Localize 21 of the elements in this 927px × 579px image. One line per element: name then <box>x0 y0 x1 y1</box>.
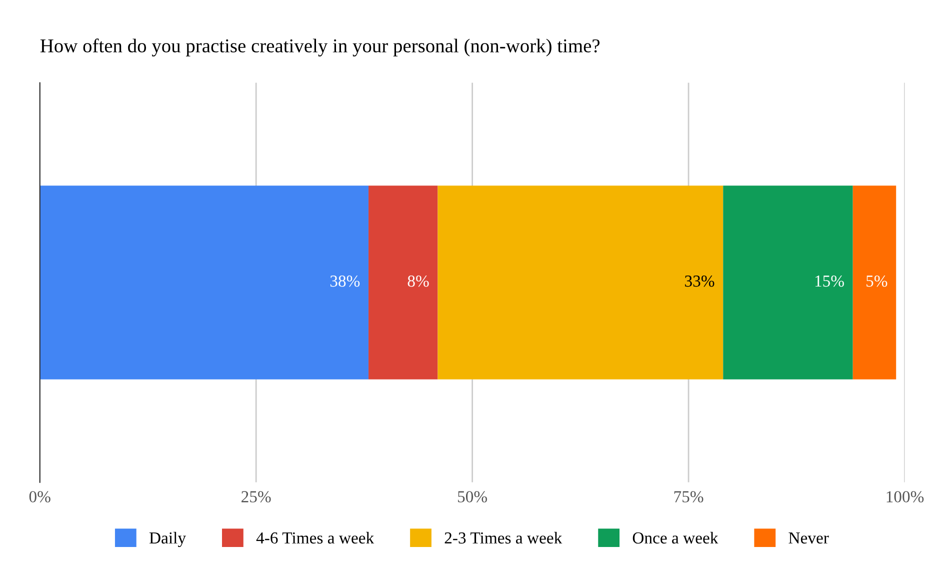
bar <box>852 186 896 380</box>
x-tick-label: 50% <box>458 491 488 502</box>
bar <box>438 186 724 380</box>
x-tick-label: 100% <box>886 491 924 502</box>
data-label: 5% <box>866 275 888 287</box>
x-tick-label: 75% <box>674 491 704 502</box>
data-label: 8% <box>408 275 429 287</box>
data-label: 15% <box>815 275 844 287</box>
x-tick-label: 25% <box>242 491 271 502</box>
data-label: 33% <box>685 275 714 287</box>
legend-label: Once a week <box>632 532 718 544</box>
chart-title: How often do you practise creatively in your personal (non-work) time? <box>40 38 600 56</box>
bar <box>368 186 438 380</box>
data-label: 38% <box>330 275 360 287</box>
bar <box>40 186 369 380</box>
x-tick-label: 0% <box>29 491 50 502</box>
legend-label: 2-3 Times a week <box>444 532 562 544</box>
legend-label: Never <box>788 532 829 544</box>
legend-label: 4-6 Times a week <box>256 532 374 544</box>
legend-label: Daily <box>149 532 186 548</box>
bar <box>723 186 853 380</box>
